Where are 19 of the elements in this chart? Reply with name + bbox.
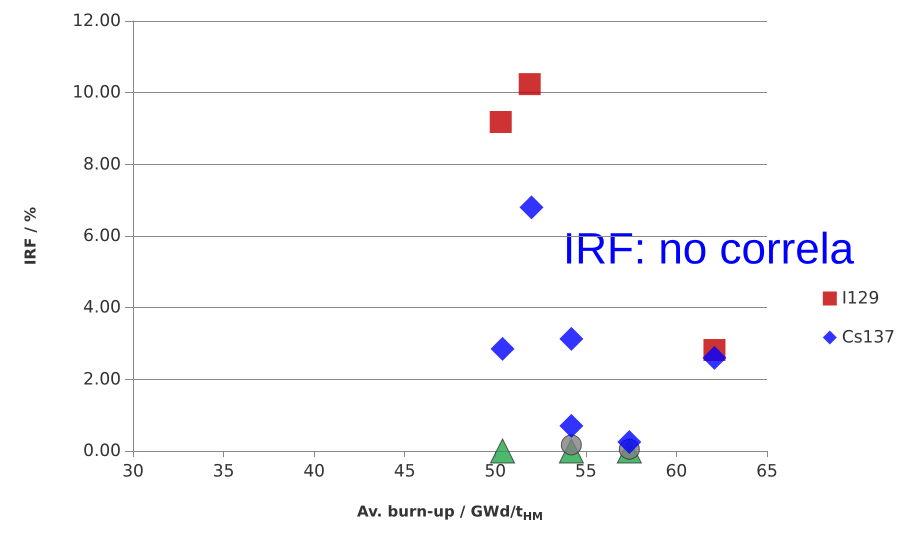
y-tick-label: 2.00 <box>83 369 121 390</box>
y-tick-label: 6.00 <box>83 226 121 246</box>
x-tick-label: 55 <box>575 462 597 482</box>
legend-label: Cs137 <box>842 328 896 348</box>
x-tick-label: 50 <box>484 462 506 482</box>
x-tick-label: 60 <box>666 462 688 482</box>
x-tick-label: 45 <box>394 462 416 482</box>
legend-label: I129 <box>842 288 880 308</box>
x-tick-label: 65 <box>756 462 778 482</box>
y-tick-label: 10.00 <box>72 82 121 103</box>
y-tick-label: 4.00 <box>83 298 121 318</box>
x-tick-label: 30 <box>122 462 144 482</box>
y-tick-label: 12.00 <box>72 11 121 31</box>
annotation: IRF: no correla <box>563 224 855 274</box>
y-tick-label: 0.00 <box>83 441 121 461</box>
y-tick-label: 8.00 <box>83 154 121 174</box>
y-axis-title: IRF / % <box>22 206 40 266</box>
x-tick-label: 40 <box>303 462 325 482</box>
x-tick-label: 35 <box>212 462 234 482</box>
